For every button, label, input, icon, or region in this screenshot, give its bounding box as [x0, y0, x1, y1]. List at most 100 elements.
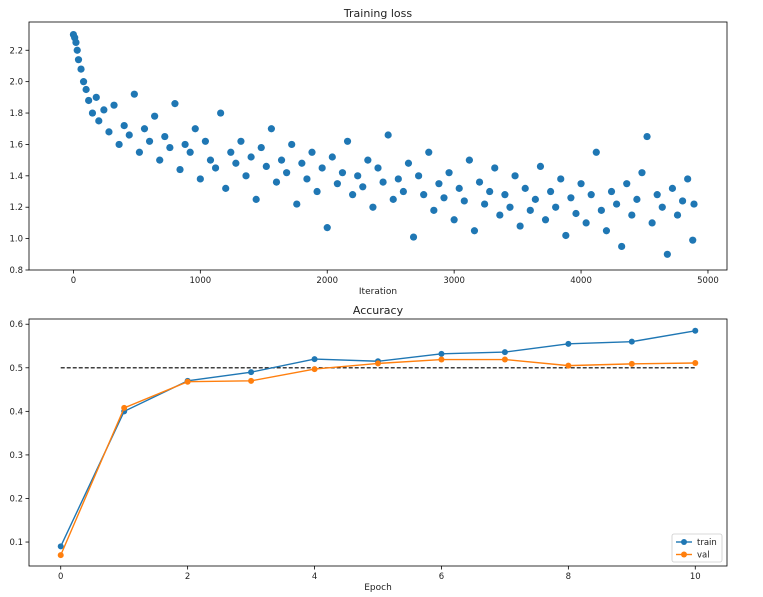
scatter-point	[181, 140, 189, 149]
scatter-point	[501, 191, 509, 199]
x-tick-label: 2	[185, 572, 190, 582]
scatter-point	[227, 148, 235, 156]
scatter-point	[262, 162, 270, 171]
scatter-point	[582, 219, 590, 227]
scatter-point	[125, 131, 133, 139]
scatter-point	[74, 56, 83, 64]
scatter-point	[120, 121, 128, 130]
scatter-point	[536, 162, 545, 171]
scatter-point	[161, 132, 169, 141]
data-point-train	[565, 340, 572, 347]
scatter-point	[328, 153, 336, 161]
data-point-val	[692, 359, 699, 366]
series-val	[57, 356, 699, 559]
scatter-point	[541, 216, 550, 224]
scatter-point	[633, 195, 641, 203]
scatter-point	[638, 169, 646, 177]
scatter-point	[82, 85, 90, 94]
scatter-point	[211, 164, 220, 172]
scatter-point	[247, 153, 255, 161]
scatter-point	[435, 180, 443, 188]
scatter-point	[171, 100, 179, 108]
scatter-point	[176, 165, 184, 174]
scatter-point	[364, 156, 372, 164]
scatter-point	[475, 178, 484, 186]
scatter-point	[653, 191, 661, 199]
scatter-point	[486, 187, 494, 196]
scatter-point	[105, 128, 113, 136]
scatter-point	[135, 148, 144, 156]
scatter-point	[399, 187, 407, 196]
scatter-point	[658, 203, 666, 211]
scatter-point	[242, 172, 250, 180]
scatter-point	[166, 143, 174, 152]
y-tick-label: 1.8	[9, 109, 23, 119]
scatter-point	[293, 200, 301, 208]
scatter-point	[92, 93, 100, 101]
scatter-point	[313, 187, 321, 196]
scatter-point	[546, 187, 555, 196]
scatter-points	[69, 30, 698, 258]
data-point-val	[565, 362, 572, 369]
x-tick-label: 0	[71, 276, 76, 286]
scatter-point	[689, 236, 697, 244]
scatter-point	[425, 148, 433, 156]
scatter-point	[460, 197, 468, 205]
scatter-point	[257, 143, 265, 152]
scatter-point	[496, 211, 504, 219]
legend-label-val: val	[697, 551, 710, 561]
scatter-point	[430, 206, 438, 214]
scatter-point	[191, 125, 199, 133]
x-axis-label: Epoch	[364, 583, 392, 593]
scatter-point	[465, 156, 473, 164]
series-line-val	[60, 358, 696, 556]
data-point-train	[311, 356, 318, 363]
scatter-point	[206, 156, 215, 164]
scatter-point	[196, 175, 204, 183]
scatter-point	[516, 222, 524, 230]
scatter-point	[151, 112, 159, 120]
scatter-point	[470, 227, 479, 235]
data-point-val	[501, 356, 508, 363]
scatter-point	[288, 140, 296, 149]
data-point-val	[375, 360, 381, 367]
scatter-point	[607, 187, 616, 196]
scatter-point	[404, 159, 413, 167]
scatter-point	[95, 117, 103, 125]
scatter-point	[277, 156, 286, 164]
scatter-point	[237, 137, 245, 145]
scatter-point	[491, 164, 499, 172]
data-point-train	[57, 543, 64, 550]
scatter-point	[521, 184, 529, 192]
scatter-point	[217, 109, 225, 117]
scatter-point	[140, 125, 149, 133]
scatter-point	[318, 164, 326, 172]
y-tick-label: 0.8	[9, 266, 23, 276]
y-tick-label: 0.6	[9, 320, 23, 330]
legend-marker-val	[681, 551, 687, 558]
scatter-point	[73, 46, 81, 54]
x-tick-label: 6	[439, 572, 444, 582]
scatter-point	[77, 65, 85, 73]
y-tick-label: 1.4	[9, 172, 23, 182]
scatter-point	[384, 131, 392, 139]
scatter-point	[303, 175, 311, 183]
scatter-point	[186, 148, 194, 156]
y-tick-label: 2.0	[9, 78, 23, 88]
scatter-point	[643, 132, 651, 141]
scatter-point	[394, 175, 402, 183]
scatter-point	[557, 175, 565, 183]
scatter-point	[602, 227, 611, 235]
scatter-point	[379, 178, 387, 186]
scatter-point	[369, 203, 377, 211]
data-point-train	[692, 327, 699, 334]
scatter-point	[678, 197, 687, 205]
scatter-point	[684, 175, 692, 183]
scatter-point	[232, 159, 240, 167]
x-tick-label: 3000	[443, 276, 465, 286]
scatter-point	[201, 137, 210, 145]
legend: train val	[671, 533, 723, 563]
scatter-point	[343, 137, 352, 145]
scatter-point	[455, 184, 463, 192]
data-point-val	[121, 404, 128, 411]
